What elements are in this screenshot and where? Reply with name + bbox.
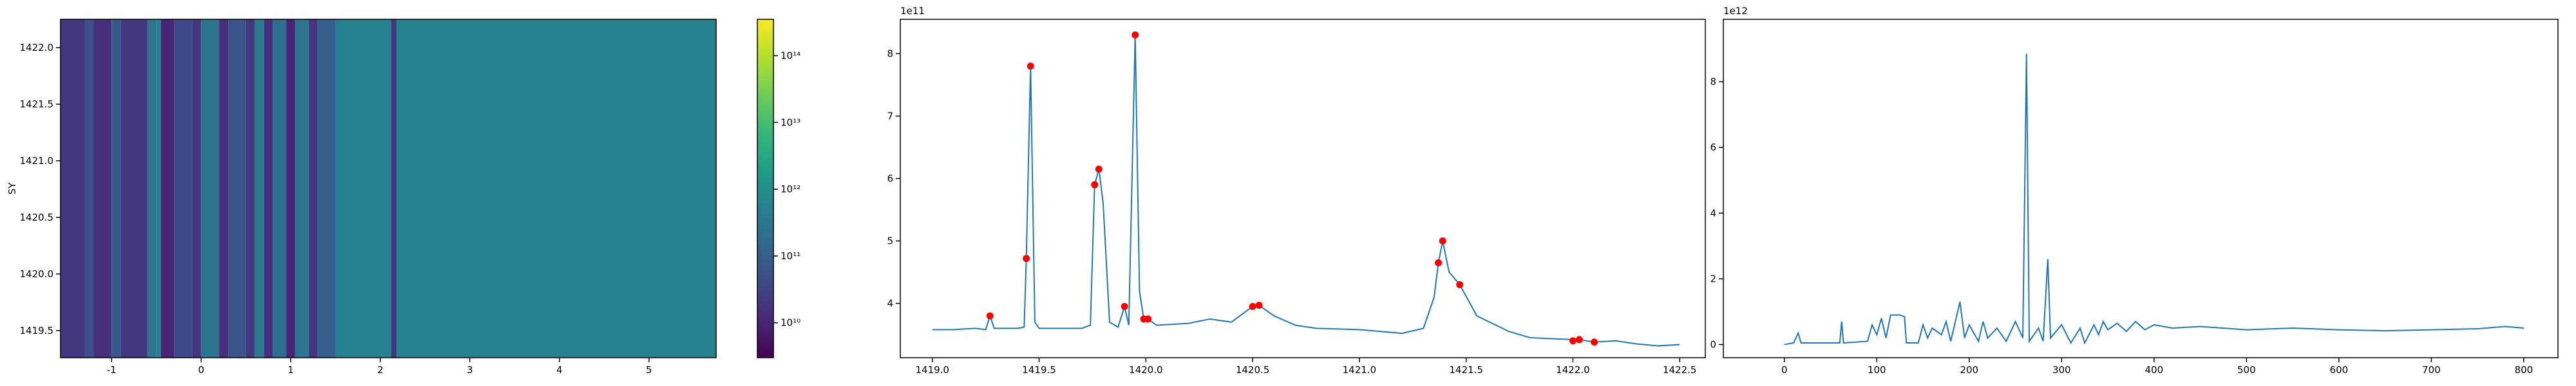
heatmap-cell: [295, 19, 309, 358]
heatmap-cell: [111, 19, 121, 358]
axes-frame: [1723, 19, 2559, 358]
x-tick-label: 500: [2237, 364, 2256, 376]
peak-marker: [1095, 165, 1103, 173]
peak-marker: [1091, 181, 1099, 188]
x-tick-label: 700: [2422, 364, 2441, 376]
x-tick-label: -1: [107, 364, 117, 376]
offset-text: 1e12: [1723, 5, 1748, 17]
y-tick-label: 5: [887, 235, 893, 247]
peak-marker: [1439, 237, 1446, 245]
peak-marker: [1144, 315, 1152, 323]
x-tick-label: 1421.0: [1343, 364, 1377, 376]
peak-marker: [1456, 280, 1464, 288]
peak-marker: [1023, 255, 1030, 262]
y-tick-label: 2: [1710, 273, 1716, 284]
heatmap-cell: [308, 19, 318, 358]
data-line: [932, 35, 1680, 347]
x-tick-label: 800: [2515, 364, 2533, 376]
x-tick-label: 2: [377, 364, 384, 376]
heatmap-cell: [228, 19, 246, 358]
x-tick-label: 1422.5: [1663, 364, 1697, 376]
heatmap-cell: [335, 19, 392, 358]
x-tick-label: 0: [1781, 364, 1788, 376]
heatmap-cell: [160, 19, 175, 358]
x-tick-label: 4: [556, 364, 563, 376]
x-tick-label: 1421.5: [1449, 364, 1483, 376]
colorbar-tick-label: 10¹⁰: [781, 317, 800, 329]
x-tick-label: 400: [2145, 364, 2163, 376]
y-tick-label: 1421.5: [20, 98, 54, 110]
y-tick-label: 1421.0: [20, 155, 54, 167]
peak-marker: [1249, 302, 1256, 310]
colorbar-tick-label: 10¹¹: [781, 250, 800, 262]
peak-marker: [1591, 338, 1598, 346]
heatmap-cell: [156, 19, 161, 358]
axes-frame: [60, 19, 717, 358]
colorbar-tick-label: 10¹⁴: [781, 50, 800, 61]
x-tick-label: 200: [1960, 364, 1978, 376]
y-tick-label: 7: [887, 110, 893, 122]
heatmap-cell: [192, 19, 202, 358]
y-tick-label: 1419.5: [20, 325, 54, 336]
x-tick-label: 5: [646, 364, 652, 376]
heatmap-cell: [272, 19, 287, 358]
heatmap-cell: [254, 19, 264, 358]
x-tick-label: 1422.0: [1556, 364, 1590, 376]
heatmap-cell: [317, 19, 336, 358]
x-tick-label: 1419.0: [915, 364, 949, 376]
y-tick-label: 0: [1710, 339, 1716, 351]
x-tick-label: 3: [467, 364, 473, 376]
heatmap-cell: [147, 19, 156, 358]
y-tick-label: 8: [887, 48, 893, 59]
x-tick-label: 100: [1868, 364, 1886, 376]
y-tick-label: 1422.0: [20, 42, 54, 53]
heatmap-cell: [120, 19, 147, 358]
heatmap-cell: [286, 19, 296, 358]
x-tick-label: 300: [2052, 364, 2071, 376]
colorbar-tick-label: 10¹³: [781, 116, 800, 128]
peak-marker: [1255, 301, 1263, 309]
y-tick-label: 4: [887, 298, 893, 309]
heatmap-cell: [174, 19, 193, 358]
heatmap-cell: [263, 19, 273, 358]
colorbar: [757, 19, 774, 358]
heatmap-cell: [84, 19, 94, 358]
y-tick-label: 8: [1710, 76, 1716, 87]
x-tick-label: 0: [198, 364, 205, 376]
peak-marker: [1027, 62, 1034, 70]
heatmap-cell: [391, 19, 397, 358]
heatmap-cell: [219, 19, 229, 358]
axes-frame: [900, 19, 1706, 358]
y-tick-label: 6: [1710, 142, 1716, 153]
x-tick-label: 600: [2330, 364, 2349, 376]
peak-marker: [1569, 337, 1577, 345]
x-tick-label: 1420.0: [1129, 364, 1163, 376]
heatmap-cell: [396, 19, 716, 358]
heatmap-cell: [61, 19, 85, 358]
offset-text: 1e11: [900, 5, 925, 17]
peak-marker: [1132, 31, 1139, 39]
x-tick-label: 1419.5: [1022, 364, 1056, 376]
peak-marker: [1121, 302, 1128, 310]
peak-marker: [986, 312, 994, 320]
colorbar-tick-label: 10¹²: [781, 183, 800, 195]
x-tick-label: 1: [288, 364, 294, 376]
x-tick-label: 1420.5: [1236, 364, 1270, 376]
data-line: [1784, 53, 2524, 345]
y-tick-label: 4: [1710, 207, 1716, 219]
peak-marker: [1575, 336, 1583, 344]
heatmap-cell: [201, 19, 220, 358]
y-axis-label: SY: [6, 182, 18, 195]
y-tick-label: 6: [887, 172, 893, 184]
y-tick-label: 1420.5: [20, 212, 54, 223]
heatmap-cell: [93, 19, 112, 358]
peak-marker: [1435, 259, 1443, 266]
heatmap-cell: [245, 19, 255, 358]
y-tick-label: 1420.0: [20, 268, 54, 280]
